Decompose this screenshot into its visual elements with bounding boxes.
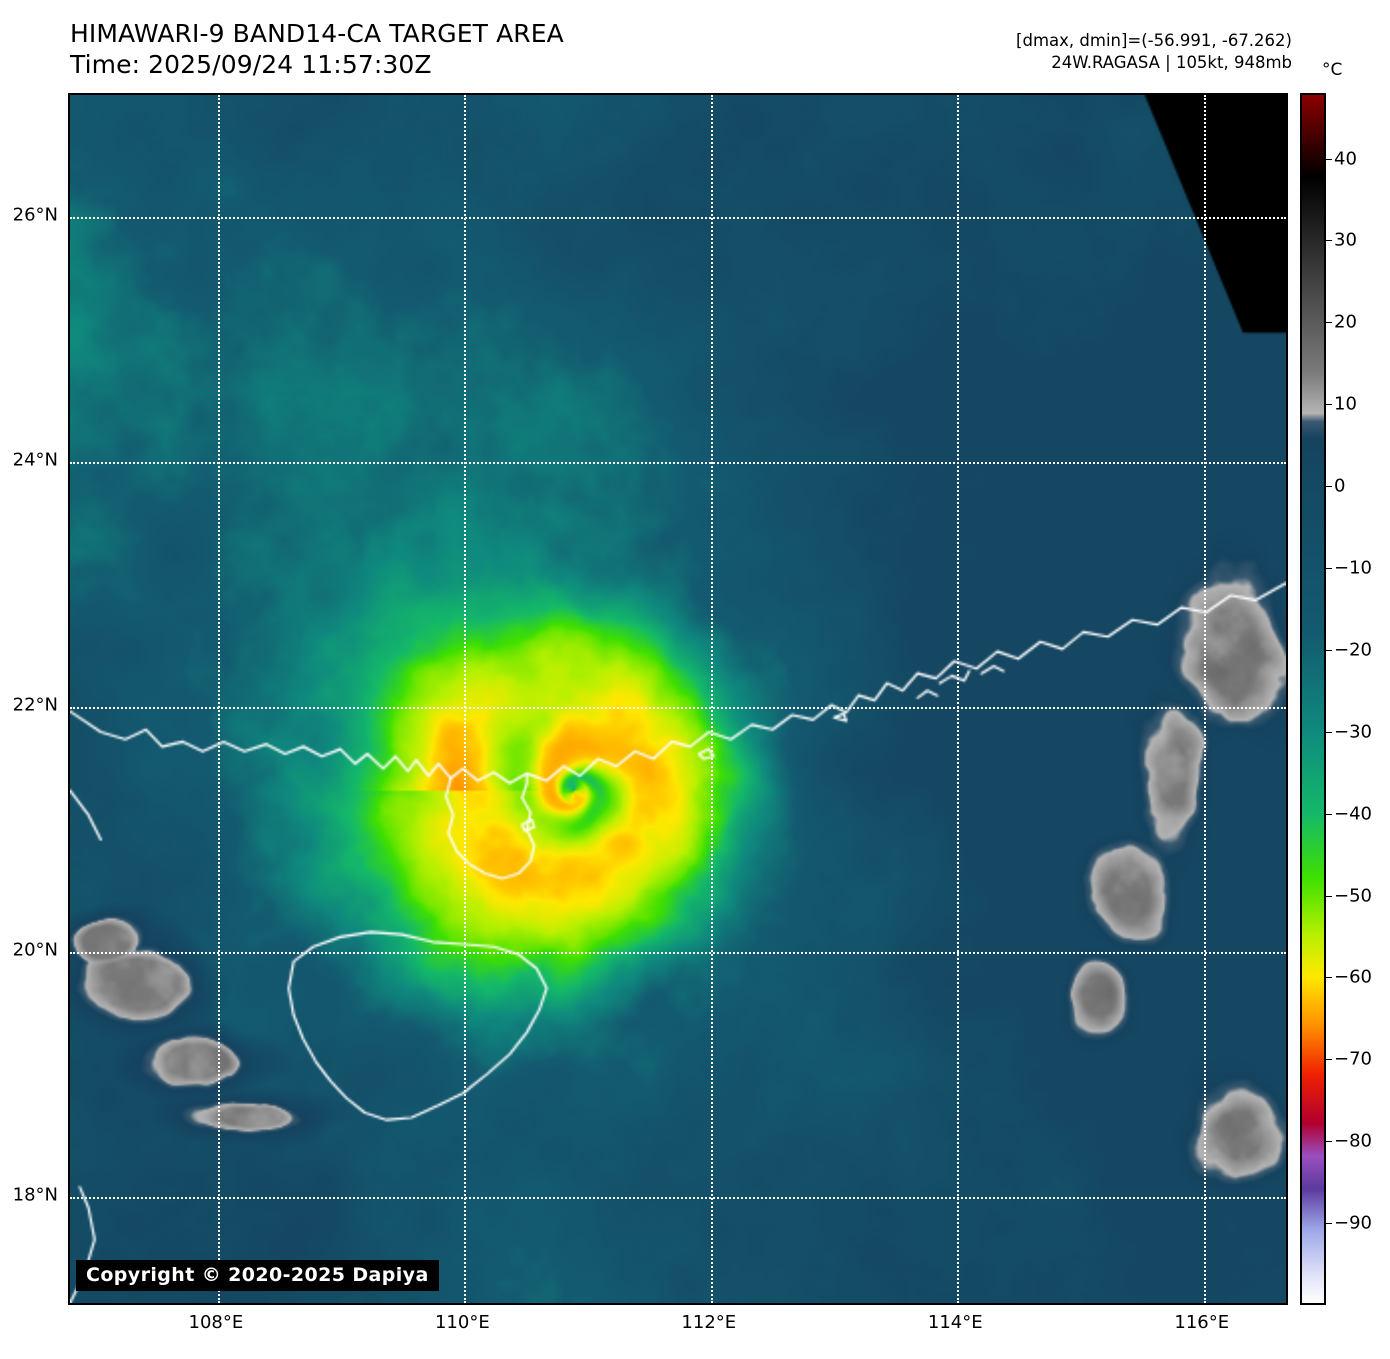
colorbar-tick-mark [1326, 567, 1332, 569]
page-title: HIMAWARI-9 BAND14-CA TARGET AREA Time: 2… [70, 18, 564, 80]
colorbar-tick-mark [1326, 1223, 1332, 1225]
x-axis-tick-110E: 110°E [434, 1312, 490, 1333]
colorbar-tick-minus60: −60 [1334, 966, 1372, 988]
colorbar-tick-minus10: −10 [1334, 557, 1372, 579]
title-product: HIMAWARI-9 BAND14-CA TARGET AREA [70, 19, 564, 48]
colorbar-tick-mark [1326, 813, 1332, 815]
colorbar-tick-20: 20 [1334, 311, 1357, 333]
x-axis-tick-114E: 114°E [927, 1312, 983, 1333]
colorbar-tick-40: 40 [1334, 148, 1357, 169]
y-axis-tick-26N: 26°N [12, 204, 58, 226]
colorbar-tick-minus90: −90 [1334, 1212, 1372, 1234]
colorbar-tick-mark [1326, 1059, 1332, 1061]
colorbar-tick-mark [1326, 1141, 1332, 1143]
colorbar-tick-mark [1326, 240, 1332, 242]
colorbar-tick-mark [1326, 977, 1332, 979]
title-timestamp: Time: 2025/09/24 11:57:30Z [70, 50, 432, 79]
colorbar-tick-30: 30 [1334, 229, 1357, 251]
colorbar-gradient [1302, 95, 1324, 1303]
colorbar-tick-10: 10 [1334, 393, 1357, 415]
colorbar-tick-mark [1326, 731, 1332, 733]
y-axis-tick-18N: 18°N [12, 1184, 58, 1206]
colorbar-tick-0: 0 [1334, 475, 1346, 497]
colorbar-tick-mark [1326, 158, 1332, 160]
metadata-dmax-dmin: [dmax, dmin]=(-56.991, -67.262) [1016, 31, 1292, 50]
satellite-imagery-canvas [70, 95, 1286, 1303]
metadata-storm-info: 24W.RAGASA | 105kt, 948mb [1051, 53, 1292, 72]
y-axis-tick-22N: 22°N [12, 694, 58, 716]
colorbar-tick-mark [1326, 322, 1332, 324]
colorbar-tick-minus70: −70 [1334, 1048, 1372, 1070]
x-axis-tick-108E: 108°E [188, 1312, 244, 1333]
colorbar-unit-label: °C [1322, 60, 1343, 80]
colorbar-tick-minus20: −20 [1334, 639, 1372, 661]
header: HIMAWARI-9 BAND14-CA TARGET AREA Time: 2… [0, 0, 1390, 93]
y-axis-tick-20N: 20°N [12, 939, 58, 961]
colorbar[interactable] [1300, 93, 1326, 1305]
satellite-image-plot[interactable]: Copyright © 2020-2025 Dapiya [68, 93, 1288, 1305]
colorbar-tick-mark [1326, 895, 1332, 897]
colorbar-tick-minus50: −50 [1334, 885, 1372, 907]
colorbar-tick-mark [1326, 404, 1332, 406]
x-axis-tick-112E: 112°E [681, 1312, 737, 1333]
colorbar-tick-minus40: −40 [1334, 803, 1372, 825]
colorbar-tick-mark [1326, 486, 1332, 488]
colorbar-tick-minus30: −30 [1334, 721, 1372, 743]
colorbar-tick-mark [1326, 649, 1332, 651]
copyright-watermark: Copyright © 2020-2025 Dapiya [76, 1260, 439, 1291]
x-axis-tick-116E: 116°E [1174, 1312, 1230, 1333]
y-axis-tick-24N: 24°N [12, 449, 58, 471]
colorbar-tick-minus80: −80 [1334, 1130, 1372, 1152]
metadata-block: [dmax, dmin]=(-56.991, -67.262) 24W.RAGA… [1016, 30, 1292, 74]
